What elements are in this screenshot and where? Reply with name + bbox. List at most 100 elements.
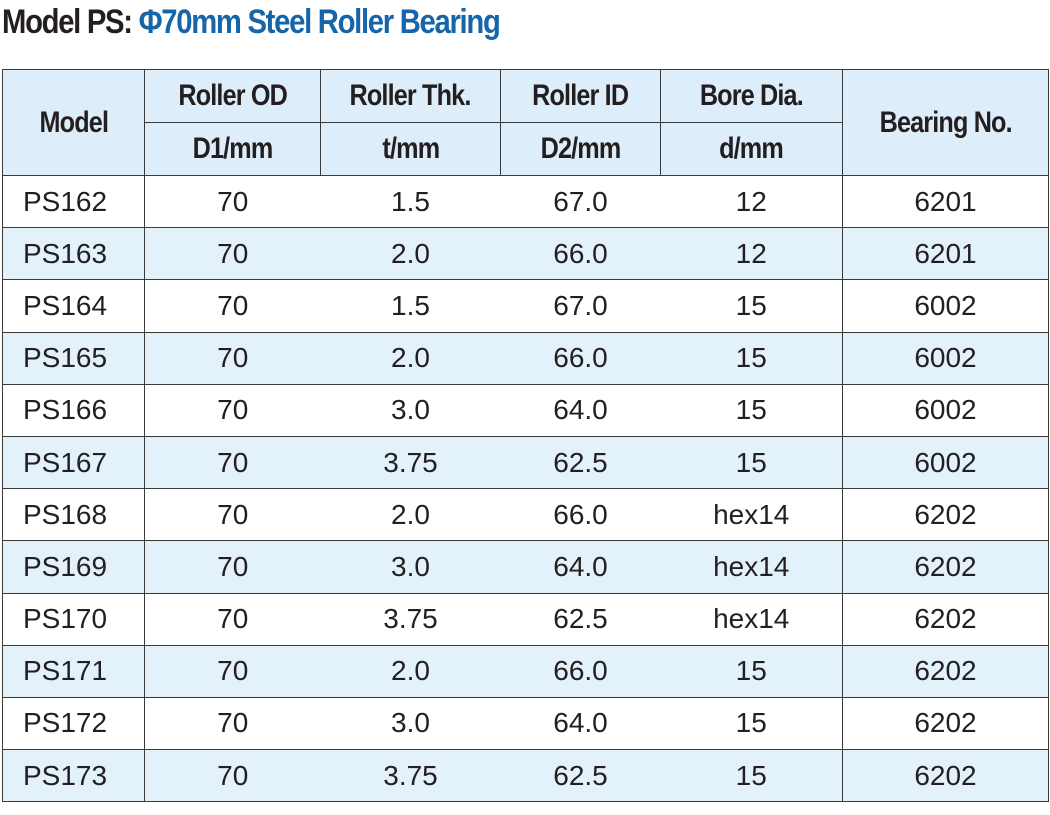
- cell-bore-dia: 15: [660, 644, 843, 698]
- cell-model: PS171: [2, 644, 145, 698]
- cell-bearing-no: 6202: [842, 696, 1049, 751]
- cell-model: PS170: [2, 592, 145, 646]
- cell-model: PS172: [2, 696, 145, 751]
- cell-bearing-no: 6202: [842, 592, 1049, 646]
- cell-roller-od: 70: [144, 540, 321, 594]
- cell-roller-id: 62.5: [500, 435, 661, 490]
- cell-roller-id: 64.0: [500, 696, 661, 751]
- cell-bore-dia: hex14: [660, 540, 843, 594]
- cell-bearing-no: 6002: [842, 435, 1049, 490]
- table-row: PS169 70 3.0 64.0 hex14 6202: [2, 540, 1049, 594]
- page-title: Model PS: Φ70mm Steel Roller Bearing: [2, 0, 501, 44]
- table-row: PS168 70 2.0 66.0 hex14 6202: [2, 488, 1049, 542]
- cell-roller-id: 66.0: [500, 644, 661, 698]
- cell-roller-od: 70: [144, 279, 321, 333]
- header-model: Model: [2, 69, 145, 176]
- table-row: PS172 70 3.0 64.0 15 6202: [2, 696, 1049, 751]
- cell-roller-id: 62.5: [500, 749, 661, 803]
- cell-roller-thk: 3.0: [320, 696, 501, 751]
- cell-model: PS169: [2, 540, 145, 594]
- cell-bearing-no: 6002: [842, 331, 1049, 385]
- table-row: PS171 70 2.0 66.0 15 6202: [2, 644, 1049, 698]
- cell-roller-od: 70: [144, 696, 321, 751]
- cell-roller-thk: 3.0: [320, 383, 501, 437]
- cell-roller-thk: 3.75: [320, 435, 501, 490]
- header-unit-d1: D1/mm: [144, 122, 321, 176]
- cell-roller-id: 64.0: [500, 383, 661, 437]
- cell-bearing-no: 6202: [842, 488, 1049, 542]
- cell-roller-od: 70: [144, 227, 321, 281]
- cell-bore-dia: 15: [660, 749, 843, 803]
- table-row: PS170 70 3.75 62.5 hex14 6202: [2, 592, 1049, 646]
- cell-model: PS166: [2, 383, 145, 437]
- cell-roller-thk: 3.75: [320, 749, 501, 803]
- table-row: PS162 70 1.5 67.0 12 6201: [2, 174, 1049, 229]
- header-unit-t: t/mm: [320, 122, 501, 176]
- cell-roller-od: 70: [144, 644, 321, 698]
- cell-roller-od: 70: [144, 749, 321, 803]
- cell-bearing-no: 6202: [842, 540, 1049, 594]
- cell-bearing-no: 6002: [842, 383, 1049, 437]
- cell-roller-od: 70: [144, 592, 321, 646]
- cell-roller-id: 67.0: [500, 174, 661, 229]
- cell-roller-od: 70: [144, 331, 321, 385]
- table-row: PS167 70 3.75 62.5 15 6002: [2, 435, 1049, 490]
- table-row: PS173 70 3.75 62.5 15 6202: [2, 749, 1049, 803]
- cell-bore-dia: 12: [660, 174, 843, 229]
- cell-bearing-no: 6201: [842, 174, 1049, 229]
- cell-roller-thk: 2.0: [320, 488, 501, 542]
- cell-roller-thk: 2.0: [320, 227, 501, 281]
- table-row: PS166 70 3.0 64.0 15 6002: [2, 383, 1049, 437]
- cell-model: PS163: [2, 227, 145, 281]
- cell-bore-dia: 15: [660, 696, 843, 751]
- cell-roller-thk: 1.5: [320, 279, 501, 333]
- cell-bore-dia: hex14: [660, 592, 843, 646]
- header-roller-thk: Roller Thk.: [320, 69, 501, 123]
- cell-roller-od: 70: [144, 383, 321, 437]
- cell-model: PS173: [2, 749, 145, 803]
- cell-roller-id: 66.0: [500, 227, 661, 281]
- cell-model: PS167: [2, 435, 145, 490]
- title-main: Φ70mm Steel Roller Bearing: [138, 3, 501, 41]
- cell-model: PS168: [2, 488, 145, 542]
- cell-model: PS164: [2, 279, 145, 333]
- header-roller-id: Roller ID: [500, 69, 661, 123]
- table-body: PS162 70 1.5 67.0 12 6201 PS163 70 2.0 66.0 12 6201…: [2, 174, 1049, 803]
- cell-roller-od: 70: [144, 435, 321, 490]
- cell-roller-od: 70: [144, 488, 321, 542]
- cell-bearing-no: 6202: [842, 644, 1049, 698]
- cell-bore-dia: 15: [660, 331, 843, 385]
- spec-table: Model Roller OD Roller Thk. Roller ID Bo…: [2, 69, 1049, 803]
- table-row: PS165 70 2.0 66.0 15 6002: [2, 331, 1049, 385]
- cell-bore-dia: 12: [660, 227, 843, 281]
- header-unit-d2: D2/mm: [500, 122, 661, 176]
- cell-roller-thk: 1.5: [320, 174, 501, 229]
- cell-roller-od: 70: [144, 174, 321, 229]
- cell-bearing-no: 6202: [842, 749, 1049, 803]
- cell-bore-dia: 15: [660, 383, 843, 437]
- cell-model: PS165: [2, 331, 145, 385]
- table-row: PS164 70 1.5 67.0 15 6002: [2, 279, 1049, 333]
- cell-bore-dia: hex14: [660, 488, 843, 542]
- cell-roller-id: 64.0: [500, 540, 661, 594]
- cell-roller-thk: 3.75: [320, 592, 501, 646]
- cell-bore-dia: 15: [660, 435, 843, 490]
- header-bore-dia: Bore Dia.: [660, 69, 843, 123]
- cell-model: PS162: [2, 174, 145, 229]
- table-header: Model Roller OD Roller Thk. Roller ID Bo…: [2, 69, 1049, 176]
- title-prefix: Model PS:: [2, 3, 133, 41]
- cell-roller-id: 66.0: [500, 331, 661, 385]
- cell-roller-thk: 3.0: [320, 540, 501, 594]
- cell-roller-id: 67.0: [500, 279, 661, 333]
- table-row: PS163 70 2.0 66.0 12 6201: [2, 227, 1049, 281]
- cell-roller-thk: 2.0: [320, 331, 501, 385]
- cell-bearing-no: 6002: [842, 279, 1049, 333]
- cell-bore-dia: 15: [660, 279, 843, 333]
- header-unit-d: d/mm: [660, 122, 843, 176]
- header-bearing-no: Bearing No.: [842, 69, 1049, 176]
- header-roller-od: Roller OD: [144, 69, 321, 123]
- cell-roller-thk: 2.0: [320, 644, 501, 698]
- cell-roller-id: 66.0: [500, 488, 661, 542]
- cell-bearing-no: 6201: [842, 227, 1049, 281]
- cell-roller-id: 62.5: [500, 592, 661, 646]
